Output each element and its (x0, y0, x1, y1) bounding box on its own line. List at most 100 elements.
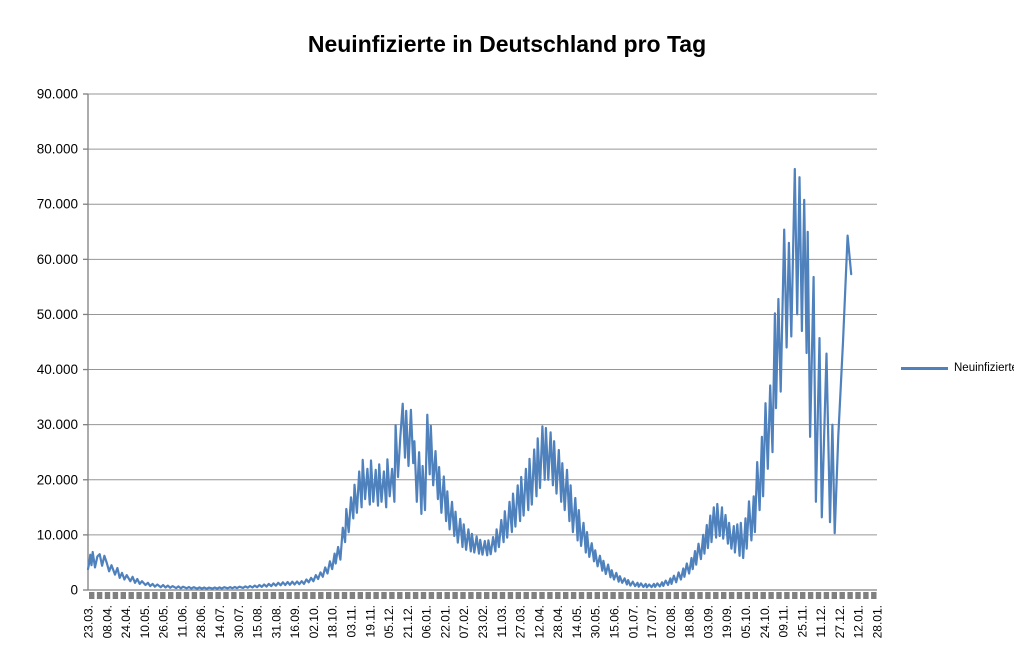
y-axis-label: 80.000 (37, 142, 78, 157)
x-axis-label: 30.05. (589, 605, 603, 638)
x-tick-mark (278, 592, 284, 599)
x-tick-mark (175, 592, 182, 599)
x-axis-label: 28.01. (871, 605, 885, 638)
x-axis-label: 24.10. (758, 605, 772, 638)
x-tick-mark (681, 592, 687, 599)
series-line-Neuinfizierte (86, 167, 853, 590)
y-axis-label: 30.000 (37, 417, 78, 432)
x-tick-mark (318, 592, 324, 599)
x-tick-mark (152, 592, 158, 599)
x-tick-mark (768, 592, 774, 599)
x-tick-mark (428, 592, 435, 599)
x-axis-label: 18.08. (683, 605, 697, 638)
x-tick-mark (610, 592, 616, 599)
x-tick-mark (254, 592, 261, 599)
x-tick-mark (499, 592, 506, 599)
x-tick-mark (728, 592, 735, 599)
x-axis-label: 05.10. (739, 605, 753, 638)
x-tick-mark (310, 592, 316, 599)
x-axis-label: 19.09. (720, 605, 734, 638)
x-tick-mark (191, 592, 198, 599)
y-axis-label: 90.000 (37, 87, 78, 102)
y-axis-label: 60.000 (37, 252, 78, 267)
x-axis-label: 11.06. (175, 605, 189, 637)
x-tick-mark (207, 592, 213, 599)
x-tick-mark (389, 592, 395, 599)
x-tick-mark (831, 592, 837, 599)
x-tick-mark (736, 592, 743, 599)
x-axis-label: 23.03. (82, 605, 96, 638)
y-axis-label: 40.000 (37, 362, 78, 377)
x-tick-mark (586, 592, 593, 599)
x-tick-mark (373, 592, 379, 599)
legend: Neuinfizierte (901, 362, 1014, 374)
x-axis-label: 22.01. (438, 605, 452, 638)
x-tick-mark (357, 592, 363, 599)
x-axis-label: 31.08. (269, 605, 283, 638)
y-axis-label: 0 (70, 583, 78, 598)
x-axis-label: 09.11. (777, 605, 791, 637)
x-tick-mark (460, 592, 466, 599)
x-tick-mark (649, 592, 656, 599)
x-tick-mark (815, 592, 822, 599)
x-tick-mark (412, 592, 419, 599)
x-axis-label: 15.08. (251, 605, 265, 638)
x-tick-mark (484, 592, 490, 599)
x-tick-mark (594, 592, 600, 599)
x-tick-mark (341, 592, 348, 599)
x-tick-mark (168, 592, 174, 599)
x-tick-mark (160, 592, 166, 599)
x-axis-label: 08.04. (100, 605, 114, 638)
y-axis-label: 20.000 (37, 472, 78, 487)
x-tick-mark (365, 592, 371, 599)
x-axis-label: 11.03. (495, 605, 509, 637)
x-axis-label: 21.12. (401, 605, 415, 638)
x-axis-label: 28.06. (194, 605, 208, 638)
x-tick-mark (705, 592, 711, 599)
x-tick-mark (657, 592, 664, 599)
x-tick-mark (784, 592, 790, 599)
x-tick-mark (642, 592, 648, 599)
x-tick-mark (855, 592, 861, 599)
x-axis-label: 27.03. (514, 605, 528, 638)
x-tick-mark (570, 592, 577, 599)
x-tick-mark (476, 592, 482, 599)
y-axis-label: 10.000 (37, 527, 78, 542)
x-tick-mark (507, 592, 514, 599)
x-tick-mark (515, 592, 521, 599)
x-axis-label: 11.12. (814, 605, 828, 637)
x-axis-label: 17.07. (645, 605, 659, 638)
x-tick-mark (776, 592, 782, 599)
x-axis-label: 03.09. (701, 605, 715, 638)
x-axis-label: 28.04. (551, 605, 565, 638)
x-tick-mark (199, 592, 205, 599)
x-tick-mark (752, 592, 758, 599)
x-tick-mark (120, 592, 126, 599)
x-axis-label: 10.05. (138, 605, 152, 638)
x-tick-mark (452, 592, 458, 599)
x-axis-label: 18.10. (326, 605, 340, 638)
x-tick-mark (294, 592, 300, 599)
x-tick-mark (136, 592, 142, 599)
x-tick-mark (618, 592, 624, 599)
x-tick-mark (800, 592, 806, 599)
x-axis-label: 30.07. (232, 605, 246, 638)
x-tick-mark (326, 592, 332, 599)
x-tick-mark (539, 592, 545, 599)
x-tick-mark (697, 592, 703, 599)
x-tick-mark (112, 592, 119, 599)
y-axis-label: 70.000 (37, 197, 78, 212)
x-tick-mark (713, 592, 719, 599)
x-axis-label: 16.09. (288, 605, 302, 638)
x-tick-mark (863, 592, 869, 599)
x-tick-mark (231, 592, 237, 599)
x-tick-mark (760, 592, 766, 599)
x-axis-label: 14.07. (213, 605, 227, 638)
x-tick-mark (381, 592, 387, 599)
x-tick-mark (286, 592, 292, 599)
x-tick-mark (531, 592, 537, 599)
x-axis-label: 02.08. (664, 605, 678, 638)
x-tick-mark (420, 592, 427, 599)
x-axis-label: 24.04. (119, 605, 133, 638)
